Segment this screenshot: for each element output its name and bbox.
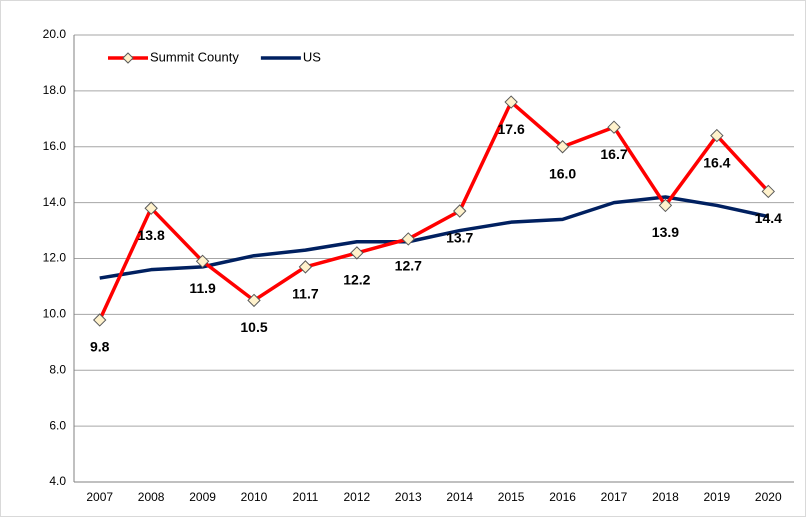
marker xyxy=(607,120,621,134)
marker xyxy=(401,232,415,246)
x-tick-label: 2018 xyxy=(652,490,679,504)
marker xyxy=(247,293,261,308)
x-tick-label: 2016 xyxy=(549,490,576,504)
data-label: 12.2 xyxy=(343,272,370,288)
data-label: 14.4 xyxy=(755,210,782,226)
y-tick-label: 16.0 xyxy=(43,139,67,153)
data-label: 13.8 xyxy=(138,227,165,243)
marker xyxy=(350,246,364,260)
marker xyxy=(658,198,673,213)
data-label: 9.8 xyxy=(90,339,110,355)
legend-marker xyxy=(122,52,134,64)
data-label: 16.4 xyxy=(703,154,730,170)
x-tick-label: 2019 xyxy=(704,490,731,504)
y-tick-label: 8.0 xyxy=(49,362,66,376)
x-tick-label: 2014 xyxy=(446,490,473,504)
x-tick-label: 2013 xyxy=(395,490,422,504)
y-tick-label: 4.0 xyxy=(49,474,66,488)
data-label: 11.9 xyxy=(189,280,216,296)
y-tick-label: 12.0 xyxy=(43,251,67,265)
marker xyxy=(93,313,107,327)
data-label: 17.6 xyxy=(498,121,525,137)
x-tick-label: 2017 xyxy=(601,490,628,504)
marker xyxy=(710,128,724,143)
y-tick-label: 10.0 xyxy=(43,307,67,321)
marker xyxy=(555,140,570,154)
series-line xyxy=(98,100,770,321)
data-label: 13.9 xyxy=(652,224,679,240)
x-tick-label: 2008 xyxy=(138,490,165,504)
y-tick-label: 6.0 xyxy=(49,418,66,432)
data-label: 13.7 xyxy=(446,230,473,246)
x-tick-label: 2011 xyxy=(293,490,319,504)
data-label: 11.7 xyxy=(292,286,319,302)
marker xyxy=(144,201,158,215)
marker xyxy=(761,184,775,199)
marker xyxy=(504,95,518,109)
x-tick-label: 2012 xyxy=(344,490,371,504)
y-tick-label: 18.0 xyxy=(43,83,67,97)
legend-label: US xyxy=(303,49,321,64)
y-tick-label: 14.0 xyxy=(43,195,67,209)
x-tick-label: 2015 xyxy=(498,490,525,504)
x-tick-label: 2010 xyxy=(241,490,268,504)
x-tick-label: 2020 xyxy=(755,490,782,504)
x-tick-label: 2007 xyxy=(86,490,113,504)
x-tick-label: 2009 xyxy=(189,490,216,504)
legend-label: Summit County xyxy=(150,49,239,64)
y-tick-label: 20.0 xyxy=(43,27,67,41)
data-label: 10.5 xyxy=(240,319,267,335)
marker xyxy=(453,204,467,218)
series-line xyxy=(99,195,769,280)
marker xyxy=(298,260,313,274)
marker xyxy=(195,254,210,269)
data-label: 16.7 xyxy=(600,146,627,162)
data-label: 12.7 xyxy=(395,258,422,274)
data-label: 16.0 xyxy=(549,165,576,181)
